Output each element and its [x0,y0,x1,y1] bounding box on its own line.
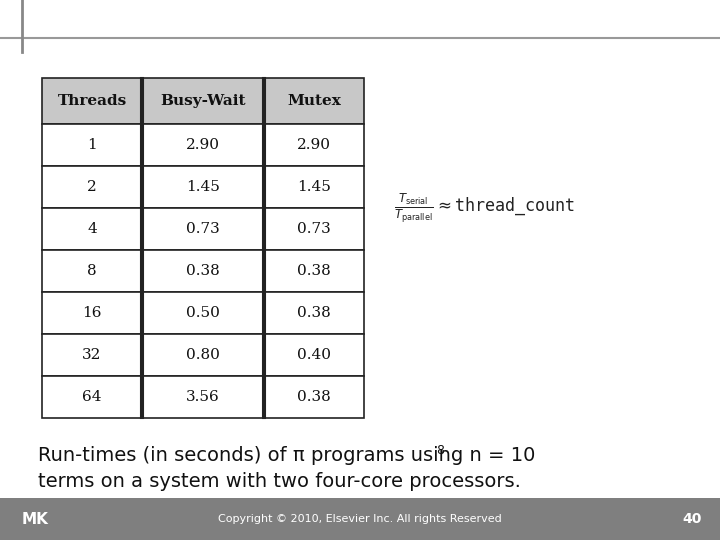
Text: 1.45: 1.45 [297,180,331,194]
Text: 64: 64 [82,390,102,404]
Text: 0.38: 0.38 [297,306,331,320]
Text: 0.50: 0.50 [186,306,220,320]
Text: 2: 2 [87,180,97,194]
Bar [264,208,364,250]
Bar [142,208,264,250]
Bar [42,334,142,376]
Text: 0.38: 0.38 [297,390,331,404]
Text: terms on a system with two four-core processors.: terms on a system with two four-core pro… [38,472,521,491]
Text: 0.40: 0.40 [297,348,331,362]
Bar [264,78,364,124]
Bar [142,166,264,208]
Text: 0.38: 0.38 [186,264,220,278]
Text: 2.90: 2.90 [186,138,220,152]
Text: 0.38: 0.38 [297,264,331,278]
Bar [142,334,264,376]
Bar [42,292,142,334]
Bar [264,334,364,376]
Text: MK: MK [22,511,49,526]
Text: 32: 32 [82,348,102,362]
Text: 1.45: 1.45 [186,180,220,194]
Text: $\frac{T_{\mathrm{serial}}}{T_{\mathrm{parallel}}} \approx \mathtt{thread\_count: $\frac{T_{\mathrm{serial}}}{T_{\mathrm{p… [394,191,575,225]
Text: 2.90: 2.90 [297,138,331,152]
Bar [42,208,142,250]
Text: 8: 8 [436,444,444,457]
Text: Threads: Threads [58,94,127,108]
Text: 0.73: 0.73 [186,222,220,236]
Bar [42,250,142,292]
Text: 3.56: 3.56 [186,390,220,404]
Bar [264,250,364,292]
Text: 40: 40 [683,512,702,526]
Text: 4: 4 [87,222,97,236]
Bar [142,376,264,418]
Bar [142,124,264,166]
Bar [264,124,364,166]
Bar [264,166,364,208]
Bar [142,78,264,124]
Bar [42,166,142,208]
Text: Busy-Wait: Busy-Wait [161,94,246,108]
Bar [0,498,720,540]
Text: 0.80: 0.80 [186,348,220,362]
Bar [142,292,264,334]
Text: Copyright © 2010, Elsevier Inc. All rights Reserved: Copyright © 2010, Elsevier Inc. All righ… [218,514,502,524]
Text: Mutex: Mutex [287,94,341,108]
Text: 8: 8 [87,264,96,278]
Text: 16: 16 [82,306,102,320]
Bar [264,292,364,334]
Text: 1: 1 [87,138,97,152]
Bar [42,78,142,124]
Text: Run-times (in seconds) of π programs using n = 10: Run-times (in seconds) of π programs usi… [38,446,536,465]
Bar [42,376,142,418]
Bar [264,376,364,418]
Text: 0.73: 0.73 [297,222,331,236]
Bar [142,250,264,292]
Bar [42,124,142,166]
